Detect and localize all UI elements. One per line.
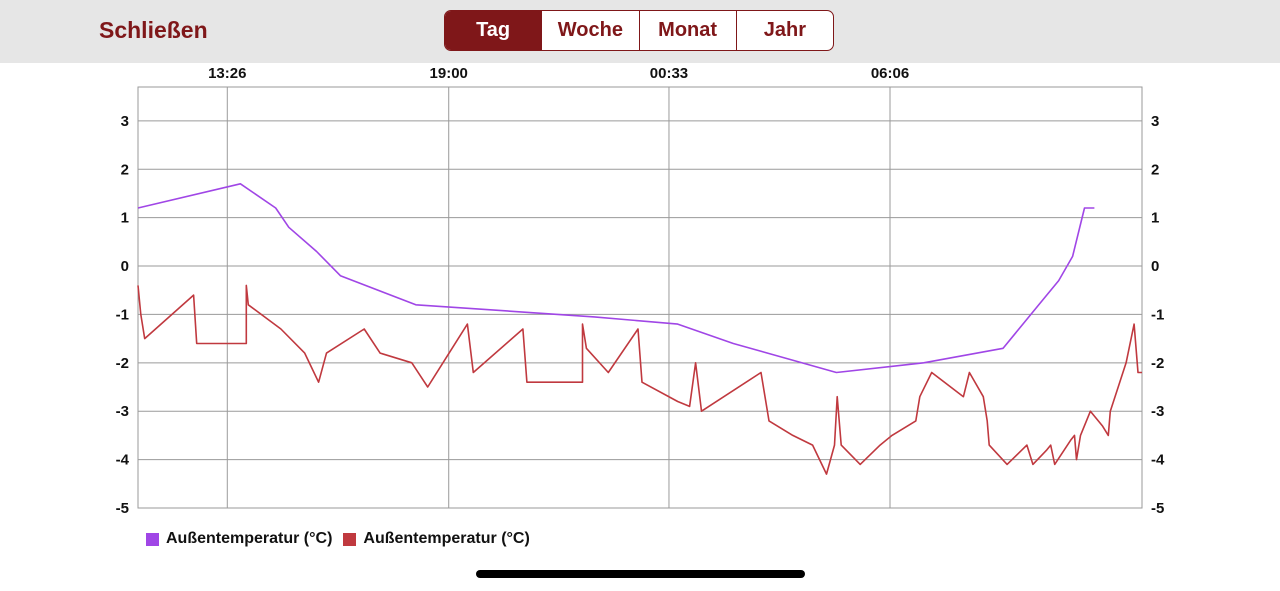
tab-day[interactable]: Tag [445,11,542,50]
x-tick-label: 13:26 [208,65,246,82]
y-tick-label-right: 0 [1151,258,1159,275]
tab-year[interactable]: Jahr [735,11,833,50]
x-tick-label: 00:33 [650,65,688,82]
y-tick-label-left: -4 [116,452,130,469]
legend-label-purple: Außentemperatur (°C) [166,530,333,547]
y-tick-label-left: 3 [121,113,129,130]
y-tick-label-right: 1 [1151,210,1159,227]
y-tick-label-left: 2 [121,161,129,178]
home-indicator[interactable] [476,570,805,578]
period-segmented-control: Tag Woche Monat Jahr [444,10,834,51]
y-tick-label-right: -1 [1151,306,1164,323]
y-tick-label-left: -1 [116,306,129,323]
tab-month[interactable]: Monat [638,11,736,50]
y-tick-label-left: -5 [116,500,129,517]
y-tick-label-right: -2 [1151,355,1164,372]
legend-label-red: Außentemperatur (°C) [363,530,530,547]
legend-swatch-purple [146,532,159,546]
top-bar: Schließen Tag Woche Monat Jahr [0,0,1280,63]
chart-legend: Außentemperatur (°C) Außentemperatur (°C… [146,530,541,548]
y-tick-label-right: -4 [1151,452,1165,469]
y-tick-label-left: -3 [116,403,129,420]
series-line-red [137,284,1142,475]
close-button[interactable]: Schließen [99,17,208,43]
tab-week[interactable]: Woche [541,11,638,50]
x-tick-label: 06:06 [871,65,909,82]
series-line-purple [137,183,1095,374]
y-tick-label-left: 0 [121,258,129,275]
y-tick-label-right: 2 [1151,161,1159,178]
y-tick-label-right: 3 [1151,113,1159,130]
legend-swatch-red [343,532,357,546]
x-tick-label: 19:00 [430,65,468,82]
plot-frame [137,86,1143,509]
y-tick-label-left: -2 [116,355,129,372]
y-tick-label-left: 1 [121,210,129,227]
temperature-chart: 3 3 2 2 1 1 0 0 -1 -1 -2 -2 -3 -3 -4 -4 -5 -5 13:26 19:00 00… [116,65,1165,517]
y-tick-label-right: -3 [1151,403,1164,420]
legend-item-red: Außentemperatur (°C) [343,530,530,548]
y-tick-label-right: -5 [1151,500,1164,517]
legend-item-purple: Außentemperatur (°C) [146,530,332,548]
